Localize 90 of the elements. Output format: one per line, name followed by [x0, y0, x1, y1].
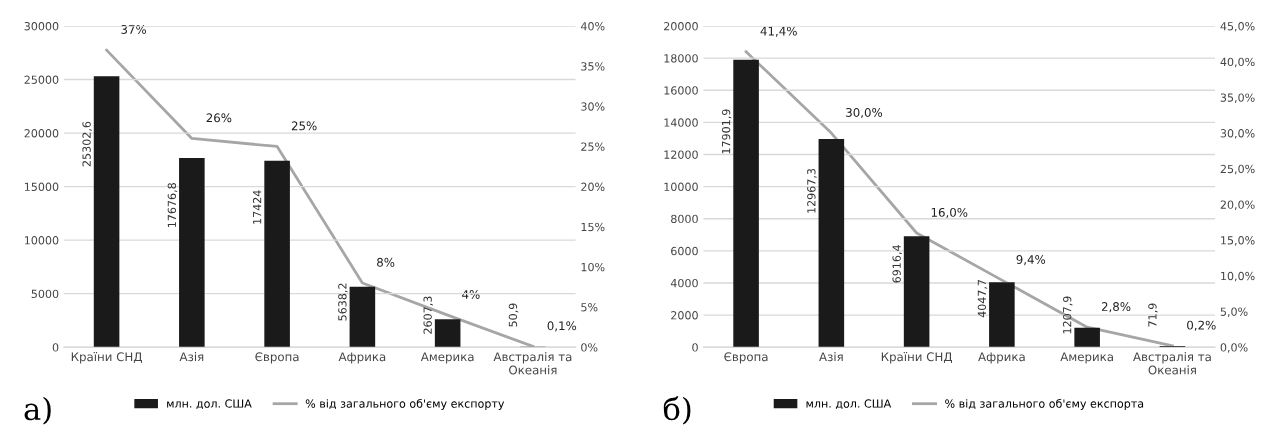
data-label: 25% — [291, 121, 317, 131]
x-tick-label: Азія — [179, 352, 204, 362]
data-label: 0,2% — [1187, 320, 1216, 331]
bar — [989, 282, 1015, 348]
text: a) — [24, 396, 51, 425]
bar — [1074, 327, 1100, 348]
y2-tick-label: 25% — [581, 142, 605, 151]
y-tick-label: 18000 — [664, 54, 698, 63]
data-label: 26% — [206, 113, 232, 123]
y-tick-label: 0 — [52, 343, 59, 352]
bar — [264, 160, 290, 348]
data-label: 71,9 — [1148, 303, 1158, 327]
y2-tick-label: 25,0% — [1220, 164, 1255, 175]
bar — [349, 286, 376, 348]
data-label: 17676,8 — [167, 183, 178, 228]
data-label: 4047,7 — [977, 279, 988, 318]
y2-tick-label: 5,0% — [1220, 307, 1248, 318]
x-tick-label: Австралія та Океанія — [1133, 352, 1211, 375]
data-label: 2607,3 — [423, 296, 433, 334]
legend-label: млн. дол. США — [167, 399, 252, 410]
y2-tick-label: 20,0% — [1220, 200, 1255, 210]
y-tick-label: 12000 — [664, 150, 698, 159]
y-tick-label: 4000 — [670, 278, 698, 288]
data-label: 12967,3 — [807, 168, 817, 213]
x-tick-label: Америка — [1060, 352, 1113, 364]
y-tick-label: 16000 — [664, 86, 698, 95]
y2-tick-label: 5% — [581, 303, 598, 312]
y2-tick-label: 30,0% — [1220, 129, 1255, 139]
data-label: 17901,9 — [721, 109, 732, 154]
data-label: 50,9 — [508, 303, 519, 327]
y-tick-label: 5000 — [31, 289, 59, 299]
data-label: 25302,6 — [82, 121, 92, 167]
y2-tick-label: 45,0% — [1220, 22, 1255, 32]
y-tick-label: 15000 — [24, 182, 59, 191]
bar — [434, 319, 461, 348]
x-tick-label: Країни СНД — [71, 352, 142, 364]
x-tick-label: Країни СНД — [881, 352, 952, 364]
data-label: 17424 — [252, 190, 262, 224]
y2-tick-label: 0,0% — [1220, 343, 1248, 353]
x-tick-label: Європа — [255, 352, 299, 364]
y2-tick-label: 10% — [581, 262, 605, 272]
bar — [733, 59, 759, 348]
data-label: 0,1% — [547, 321, 577, 332]
legend-label: млн. дол. США — [806, 399, 892, 410]
y2-tick-label: 10,0% — [1221, 271, 1255, 282]
bar — [93, 76, 120, 348]
y-tick-label: 2000 — [671, 311, 698, 320]
y2-tick-label: 20% — [581, 182, 605, 191]
y-tick-label: 20000 — [24, 129, 59, 138]
x-tick-label: Америка — [420, 352, 474, 364]
text: б) — [663, 396, 691, 425]
y-tick-label: 10000 — [24, 236, 59, 245]
data-label: 1207,9 — [1062, 296, 1073, 334]
line-series — [105, 48, 535, 348]
x-tick-label: Австралія та Океанія — [493, 352, 572, 375]
y2-tick-label: 40,0% — [1220, 57, 1255, 68]
x-tick-label: Азія — [819, 352, 843, 362]
legend-label: % від загального об'єму експорту — [305, 398, 505, 410]
data-label: 2,8% — [1101, 302, 1131, 313]
legend-label: % від загального об'єму експорта — [945, 398, 1144, 410]
y2-tick-label: 15,0% — [1221, 236, 1255, 246]
y-tick-label: 10000 — [664, 182, 698, 191]
y-tick-label: 6000 — [671, 246, 698, 256]
y-tick-label: 14000 — [664, 118, 698, 127]
y2-tick-label: 35,0% — [1220, 93, 1255, 103]
y2-tick-label: 40% — [580, 22, 605, 31]
y-tick-label: 20000 — [664, 22, 698, 31]
y2-tick-label: 0% — [581, 343, 598, 352]
data-label: 8% — [377, 257, 395, 267]
data-label: 9,4% — [1016, 255, 1046, 266]
data-label: 6916,4 — [892, 245, 902, 283]
y-tick-label: 25000 — [24, 75, 59, 84]
y2-tick-label: 35% — [581, 62, 605, 71]
bar — [818, 138, 845, 348]
x-tick-label: Африка — [338, 352, 386, 364]
y2-tick-label: 30% — [581, 102, 605, 111]
data-label: 16,0% — [931, 207, 968, 219]
x-tick-label: Європа — [724, 352, 768, 364]
x-tick-label: Африка — [978, 352, 1025, 364]
line-series — [744, 50, 1174, 348]
data-label: 30,0% — [846, 107, 883, 119]
data-label: 37% — [121, 25, 147, 34]
y-tick-label: 8000 — [671, 214, 698, 224]
data-label: 41,4% — [760, 26, 797, 37]
data-label: 5638,2 — [338, 283, 348, 321]
y2-tick-label: 15% — [581, 222, 605, 232]
y-tick-label: 30000 — [24, 22, 59, 31]
bar — [179, 157, 205, 348]
bar — [903, 236, 930, 348]
y-tick-label: 0 — [692, 343, 698, 352]
